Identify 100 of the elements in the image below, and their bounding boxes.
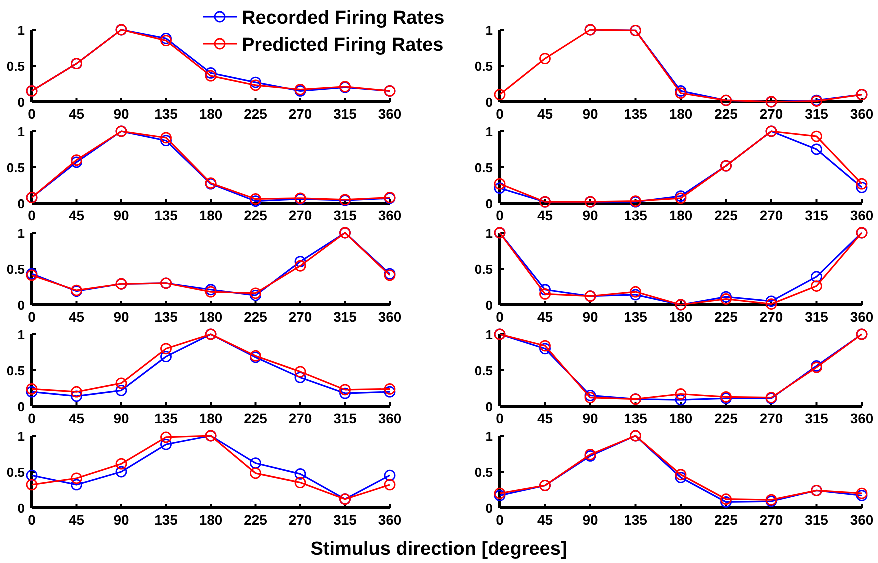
- x-tick-label: 180: [669, 512, 693, 528]
- y-tick-label: 1: [18, 23, 25, 38]
- x-tick-label: 90: [114, 208, 130, 224]
- x-tick-label: 0: [28, 512, 36, 528]
- x-tick-label: 180: [199, 106, 223, 122]
- x-tick-label: 90: [582, 208, 598, 224]
- x-tick-label: 315: [334, 208, 358, 224]
- x-tick-label: 0: [496, 410, 504, 426]
- legend-label: Recorded Firing Rates: [242, 8, 445, 29]
- x-tick-label: 45: [537, 106, 554, 122]
- x-tick-label: 225: [244, 309, 268, 325]
- x-tick-label: 0: [496, 512, 504, 528]
- y-tick-label: 0: [486, 95, 493, 110]
- x-tick-label: 270: [760, 410, 784, 426]
- y-tick-label: 1: [486, 328, 493, 342]
- y-tick-label: 0: [18, 501, 25, 516]
- x-tick-label: 225: [714, 309, 738, 325]
- x-tick-label: 90: [114, 512, 130, 528]
- x-tick-label: 0: [28, 208, 36, 224]
- x-tick-label: 225: [244, 106, 268, 122]
- x-tick-label: 270: [288, 208, 312, 224]
- y-tick-label: 0: [18, 95, 25, 110]
- y-tick-label: 0.5: [474, 465, 493, 480]
- x-tick-label: 360: [378, 512, 402, 528]
- y-tick-label: 0: [486, 400, 493, 414]
- x-tick-label: 180: [669, 106, 693, 122]
- x-tick-label: 0: [28, 410, 36, 426]
- x-tick-label: 315: [334, 512, 358, 528]
- x-tick-label: 90: [582, 512, 598, 528]
- x-tick-label: 180: [669, 309, 693, 325]
- y-tick-label: 0.5: [6, 364, 25, 378]
- x-tick-label: 0: [28, 309, 36, 325]
- y-tick-label: 0: [18, 196, 25, 212]
- y-tick-label: 1: [18, 124, 25, 140]
- x-tick-label: 360: [378, 309, 402, 325]
- x-tick-label: 180: [669, 410, 693, 426]
- y-tick-label: 0: [18, 400, 25, 414]
- y-tick-label: 0.5: [6, 160, 25, 176]
- x-tick-label: 315: [805, 410, 829, 426]
- x-tick-label: 270: [760, 106, 784, 122]
- x-tick-label: 270: [760, 512, 784, 528]
- y-tick-label: 0.5: [6, 59, 25, 74]
- x-tick-label: 0: [496, 208, 504, 224]
- x-tick-label: 45: [68, 208, 85, 224]
- x-tick-label: 90: [114, 106, 130, 122]
- y-tick-label: 0.5: [474, 364, 493, 378]
- x-tick-label: 225: [714, 512, 738, 528]
- x-tick-label: 45: [68, 106, 85, 122]
- y-tick-label: 0: [18, 298, 25, 313]
- x-tick-label: 315: [805, 512, 829, 528]
- x-tick-label: 135: [624, 106, 648, 122]
- x-tick-label: 45: [537, 208, 554, 224]
- x-tick-label: 180: [199, 410, 223, 426]
- x-tick-label: 135: [624, 410, 648, 426]
- x-tick-label: 90: [114, 309, 130, 325]
- x-tick-label: 360: [378, 410, 402, 426]
- x-tick-label: 225: [714, 106, 738, 122]
- x-tick-label: 225: [244, 208, 268, 224]
- x-tick-label: 315: [334, 309, 358, 325]
- y-tick-label: 0.5: [474, 262, 493, 277]
- y-tick-label: 0: [486, 501, 493, 516]
- x-tick-label: 360: [378, 208, 402, 224]
- x-tick-label: 360: [850, 106, 874, 122]
- x-tick-label: 180: [199, 512, 223, 528]
- x-tick-label: 135: [154, 512, 178, 528]
- x-tick-label: 135: [154, 106, 178, 122]
- x-tick-label: 270: [288, 106, 312, 122]
- x-tick-label: 225: [244, 410, 268, 426]
- y-tick-label: 1: [18, 226, 25, 241]
- x-tick-label: 135: [624, 309, 648, 325]
- x-tick-label: 45: [537, 309, 554, 325]
- x-tick-label: 225: [714, 208, 738, 224]
- y-tick-label: 1: [486, 23, 493, 38]
- x-tick-label: 225: [244, 512, 268, 528]
- x-tick-label: 45: [68, 512, 85, 528]
- x-tick-label: 315: [334, 410, 358, 426]
- x-tick-label: 0: [496, 106, 504, 122]
- y-tick-label: 1: [486, 124, 493, 140]
- x-tick-label: 315: [805, 208, 829, 224]
- x-tick-label: 90: [582, 309, 598, 325]
- x-tick-label: 0: [28, 106, 36, 122]
- x-tick-label: 180: [199, 309, 223, 325]
- x-tick-label: 360: [850, 208, 874, 224]
- y-tick-label: 0: [486, 298, 493, 313]
- y-tick-label: 0.5: [474, 160, 493, 176]
- x-tick-label: 0: [496, 309, 504, 325]
- x-tick-label: 135: [624, 512, 648, 528]
- x-tick-label: 45: [537, 512, 554, 528]
- y-tick-label: 0: [486, 196, 493, 212]
- x-tick-label: 315: [334, 106, 358, 122]
- x-tick-label: 270: [760, 309, 784, 325]
- x-tick-label: 90: [582, 410, 598, 426]
- x-tick-label: 360: [850, 410, 874, 426]
- x-tick-label: 135: [154, 309, 178, 325]
- x-tick-label: 45: [68, 410, 85, 426]
- x-tick-label: 90: [114, 410, 130, 426]
- x-tick-label: 270: [288, 309, 312, 325]
- x-tick-label: 180: [199, 208, 223, 224]
- y-tick-label: 1: [18, 328, 25, 342]
- x-tick-label: 45: [537, 410, 554, 426]
